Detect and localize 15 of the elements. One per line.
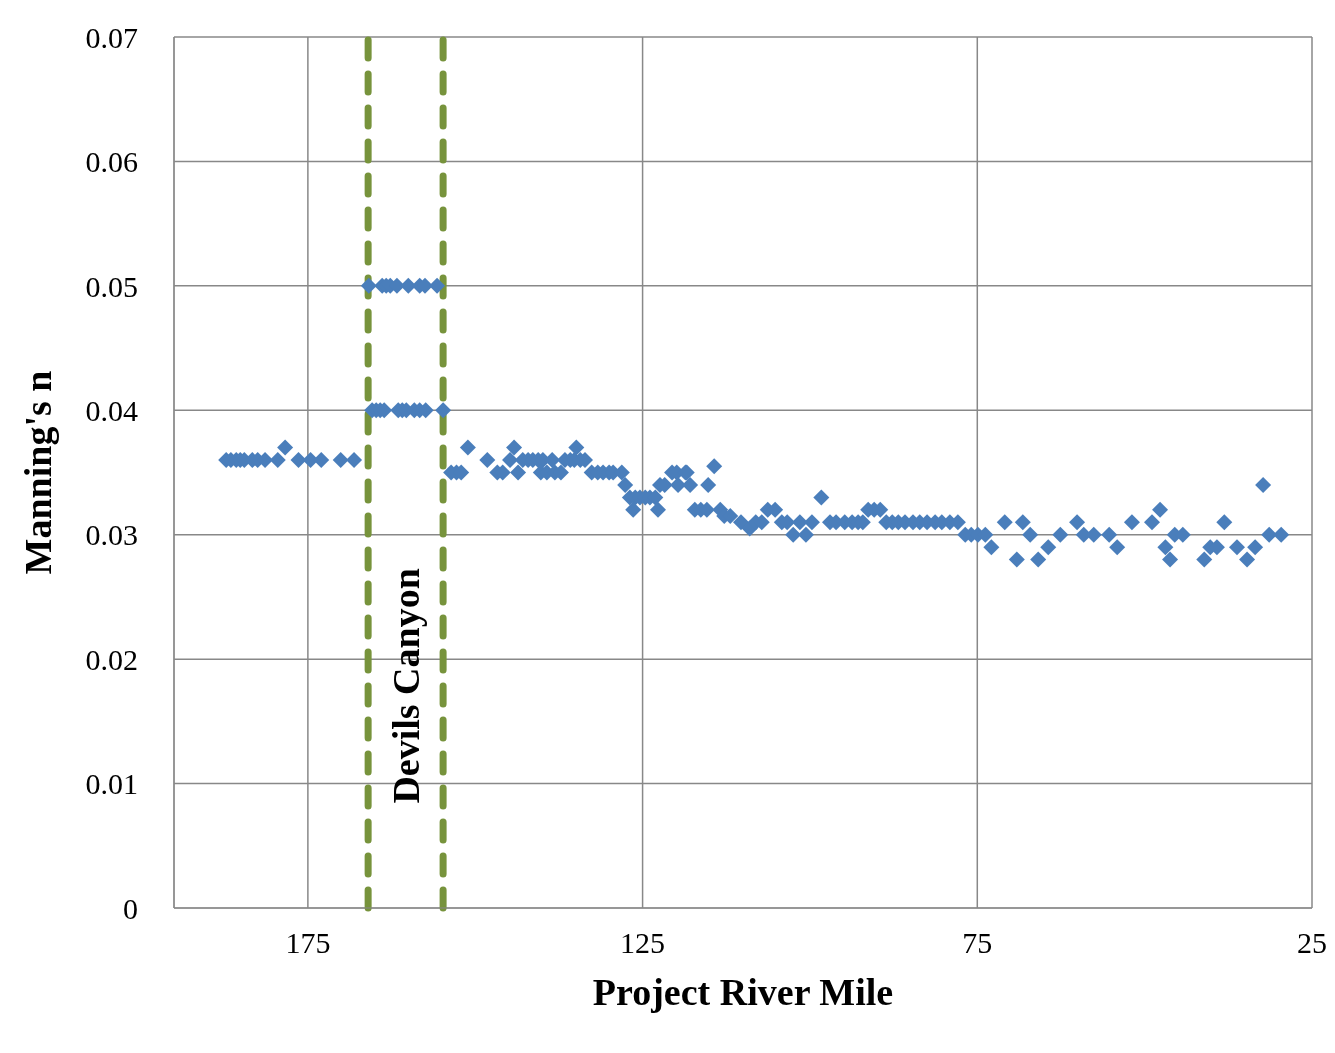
x-tick-label: 125 <box>620 926 666 960</box>
x-tick-label: 25 <box>1297 926 1327 960</box>
x-tick-label: 75 <box>962 926 993 960</box>
x-tick-label: 175 <box>285 926 331 960</box>
y-tick-label: 0.02 <box>85 642 138 676</box>
y-tick-label: 0.04 <box>85 393 138 427</box>
y-axis-title: Manning's n <box>17 370 60 575</box>
y-tick-label: 0.01 <box>85 767 138 801</box>
annotation: Devils Canyon <box>384 568 427 804</box>
x-axis-title: Project River Mile <box>592 970 894 1013</box>
y-tick-label: 0.03 <box>85 518 138 552</box>
y-tick-label: 0.05 <box>85 269 138 303</box>
y-tick-label: 0 <box>123 891 138 925</box>
y-tick-label: 0.06 <box>85 145 138 179</box>
y-tick-label: 0.07 <box>85 20 138 54</box>
